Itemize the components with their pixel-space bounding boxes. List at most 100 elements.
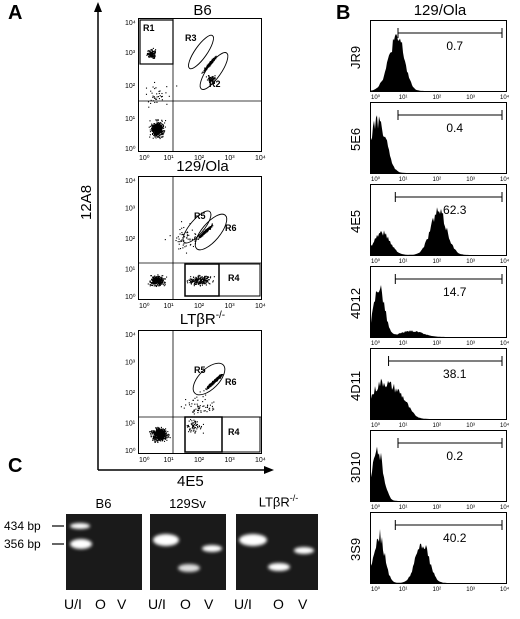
band-129sv-o — [178, 564, 200, 572]
y-tick-label: 10³ — [125, 206, 136, 213]
marker-434: 434 bp — [4, 519, 41, 533]
plot-title-ltbr: LTβR-/- — [140, 310, 265, 328]
band-ltbr-ui — [239, 534, 267, 546]
lane-label-o: O — [95, 596, 106, 612]
gel-title-129sv: 129Sv — [169, 496, 206, 511]
x-tick-label: 10¹ — [399, 259, 408, 265]
y-tick-label: 10² — [125, 83, 136, 90]
histogram-fill — [371, 207, 506, 255]
histogram-4d12: 14.7 10⁰ 10¹ 10² 10³ 10⁴ — [370, 266, 510, 347]
x-tick-label: 10¹ — [399, 423, 408, 429]
histogram-value: 40.2 — [443, 531, 467, 545]
x-tick-label: 10⁴ — [500, 422, 510, 429]
lane-label-o: O — [180, 596, 191, 612]
x-tick-label: 10³ — [466, 423, 475, 429]
gate-label-r5: R5 — [194, 365, 206, 375]
y-tick-label: 10² — [125, 390, 136, 397]
x-tick-label: 10⁰ — [371, 258, 381, 265]
x-tick-label: 10³ — [466, 505, 475, 511]
x-tick-label: 10⁰ — [371, 504, 381, 511]
x-tick-label: 10³ — [225, 155, 236, 162]
panel-label-a: A — [8, 2, 23, 24]
panel-b-title: 129/Ola — [413, 2, 467, 19]
x-tick-label: 10² — [433, 341, 442, 347]
x-tick-label: 10⁴ — [500, 586, 510, 593]
flow-plot-129ola: R5 R6 R4 10⁰ 10⁰ 10¹ 10¹ 10² 10² 10³ 10³ 10⁴ 10⁴ — [125, 176, 266, 310]
plot-title-ltbr-sup: -/- — [215, 310, 226, 321]
x-tick-label: 10⁰ — [371, 422, 381, 429]
x-tick-label: 10³ — [225, 457, 236, 464]
band-b6-ui-356 — [70, 539, 92, 549]
gate-label-r6: R6 — [225, 377, 237, 387]
x-tick-label: 10¹ — [399, 341, 408, 347]
flow-plot-b6: R1 R3 R2 10⁰ 10⁰ 10¹ 10¹ 10² 10² 10³ 10³ 10⁴ 10⁴ — [125, 18, 266, 162]
histogram-value: 0.4 — [446, 121, 463, 135]
x-tick-label: 10³ — [466, 259, 475, 265]
x-tick-label: 10⁴ — [500, 340, 510, 347]
lane-label-v: V — [298, 596, 308, 612]
x-tick-label: 10¹ — [164, 303, 175, 310]
y-tick-label: 10³ — [125, 50, 136, 57]
gate-label-r4: R4 — [228, 427, 240, 437]
y-tick-label: 10³ — [125, 360, 136, 367]
y-tick-label: 10⁴ — [125, 178, 136, 185]
gel-ltbr — [236, 514, 318, 590]
histogram-jr9: 0.7 10⁰ 10¹ 10² 10³ 10⁴ — [370, 20, 510, 101]
band-ltbr-o — [268, 563, 290, 571]
x-tick-label: 10² — [433, 505, 442, 511]
x-tick-label: 10⁴ — [500, 94, 510, 101]
flow-plot-ltbr: R5 R6 R4 10⁰ 10⁰ 10¹ 10¹ 10² 10² 10³ 10³ 10⁴ 10⁴ — [125, 330, 266, 464]
x-tick-label: 10³ — [466, 587, 475, 593]
plot-title-b6: B6 — [193, 2, 212, 19]
x-tick-label: 10⁰ — [139, 456, 150, 464]
histogram-fill — [371, 285, 506, 337]
y-tick-label: 10² — [125, 236, 136, 243]
x-tick-label: 10¹ — [399, 95, 408, 101]
panel-label-c: C — [8, 455, 23, 477]
histogram-3s9: 40.2 10⁰ 10¹ 10² 10³ 10⁴ — [370, 512, 510, 593]
x-axis-label: 4E5 — [177, 473, 204, 490]
x-tick-label: 10² — [433, 259, 442, 265]
histogram-value: 0.7 — [446, 39, 463, 53]
gel-title-ltbr-sup: -/- — [289, 493, 299, 503]
gel-title-ltbr: LTβR-/- — [236, 493, 321, 509]
marker-356: 356 bp — [4, 537, 41, 551]
y-tick-label: 10⁰ — [125, 293, 136, 301]
lane-label-ui: U/I — [148, 596, 166, 612]
x-tick-label: 10² — [194, 457, 205, 464]
x-tick-label: 10¹ — [399, 177, 408, 183]
gel-129sv — [150, 514, 226, 590]
x-tick-label: 10³ — [225, 303, 236, 310]
y-tick-label: 10¹ — [125, 116, 136, 123]
x-tick-label: 10⁰ — [371, 586, 381, 593]
panel-label-b: B — [336, 2, 351, 24]
y-tick-label: 10⁰ — [125, 447, 136, 455]
band-b6-ui-434 — [70, 523, 90, 529]
histogram-value: 38.1 — [443, 367, 467, 381]
histogram-fill — [371, 378, 506, 419]
histogram-5e6: 0.4 10⁰ 10¹ 10² 10³ 10⁴ — [370, 102, 510, 183]
gate-label-r1: R1 — [143, 23, 155, 33]
x-tick-label: 10⁰ — [371, 340, 381, 347]
lane-label-o: O — [273, 596, 284, 612]
lane-label-v: V — [204, 596, 214, 612]
gate-label-r4: R4 — [228, 273, 240, 283]
band-129sv-v — [202, 545, 222, 552]
plot-title-129ola: 129/Ola — [176, 158, 229, 175]
x-tick-label: 10⁴ — [255, 457, 266, 464]
x-tick-label: 10⁴ — [255, 155, 266, 162]
x-tick-label: 10⁰ — [139, 154, 150, 162]
gate-label-r2: R2 — [209, 79, 221, 89]
histogram-value: 62.3 — [443, 203, 467, 217]
x-tick-label: 10⁰ — [139, 302, 150, 310]
gate-label-r6: R6 — [225, 223, 237, 233]
histogram-fill — [371, 33, 506, 91]
x-tick-label: 10³ — [466, 177, 475, 183]
histogram-fill — [371, 446, 506, 501]
y-tick-label: 10⁰ — [125, 145, 136, 153]
x-tick-label: 10⁴ — [500, 504, 510, 511]
x-tick-label: 10³ — [466, 341, 475, 347]
y-tick-label: 10¹ — [125, 421, 136, 428]
x-tick-label: 10⁰ — [371, 176, 381, 183]
